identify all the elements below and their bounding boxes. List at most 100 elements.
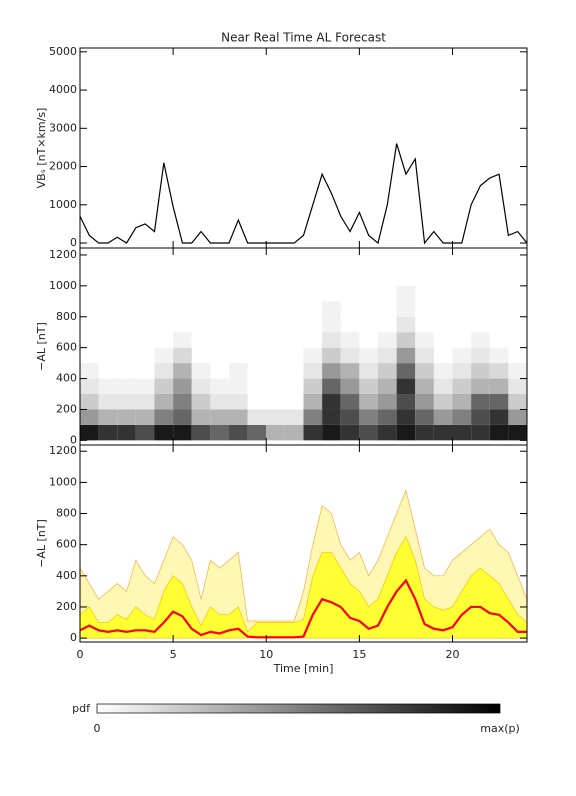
y-axis-label: −AL [nT]	[35, 519, 48, 568]
pdf-cell	[396, 409, 416, 425]
pdf-cell	[471, 409, 490, 425]
pdf-cell	[489, 394, 509, 410]
pdf-cell	[489, 409, 509, 425]
y-tick-label: 600	[56, 538, 77, 551]
pdf-cell	[396, 347, 416, 364]
x-tick-label: 10	[259, 648, 273, 661]
plot-frame	[79, 47, 528, 249]
y-tick-label: 1000	[49, 475, 77, 488]
pdf-cell	[415, 424, 434, 441]
pdf-cell	[303, 409, 323, 425]
pdf-cell	[80, 363, 99, 379]
colorbar-label: pdf	[72, 702, 91, 715]
pdf-cell	[508, 363, 527, 379]
pdf-cell	[322, 424, 341, 441]
pdf-cell	[378, 363, 397, 379]
pdf-cell	[489, 424, 509, 441]
y-tick-label: 5000	[49, 45, 77, 58]
pdf-cell	[80, 424, 99, 441]
pdf-cell	[322, 394, 341, 410]
pdf-cell	[98, 394, 118, 410]
y-tick-label: 200	[56, 402, 77, 415]
pdf-cell	[191, 378, 211, 395]
pdf-cell	[191, 424, 211, 441]
median-line	[79, 578, 527, 639]
pdf-cell	[433, 363, 453, 379]
chart-title: Near Real Time AL Forecast	[221, 31, 386, 45]
pdf-cell	[154, 363, 174, 379]
y-tick-label: 2000	[49, 160, 77, 173]
pdf-cell	[340, 332, 360, 348]
pdf-cell	[135, 394, 155, 410]
pdf-cell	[322, 332, 341, 348]
pdf-cell	[378, 378, 397, 395]
pdf-cell	[191, 363, 211, 379]
pdf-cell	[80, 378, 99, 395]
pdf-cell	[359, 378, 378, 395]
pdf-cell	[303, 394, 323, 410]
colorbar-max: max(p)	[480, 722, 520, 735]
pdf-cell	[247, 409, 267, 425]
pdf-cell	[415, 409, 434, 425]
pdf-cell	[471, 424, 490, 441]
x-tick-label: 5	[170, 648, 177, 661]
data-line	[79, 143, 528, 245]
pdf-cell	[396, 424, 416, 441]
y-tick-label: 0	[70, 631, 77, 644]
pdf-cell	[396, 363, 416, 379]
pdf-cell	[322, 316, 341, 333]
pdf-cell	[284, 424, 304, 441]
pdf-cell	[229, 378, 248, 395]
pdf-cell	[229, 409, 248, 425]
pdf-cell	[173, 424, 192, 441]
pdf-cell	[508, 409, 527, 425]
x-tick-label: 15	[352, 648, 366, 661]
pdf-cell	[322, 363, 341, 379]
y-tick-label: 400	[56, 569, 77, 582]
pdf-cell	[508, 424, 527, 441]
pdf-cell	[117, 394, 136, 410]
pdf-cell	[378, 332, 397, 348]
pdf-cell	[452, 409, 472, 425]
pdf-cell	[80, 394, 99, 410]
y-axis-label: −AL [nT]	[35, 322, 48, 371]
pdf-cell	[322, 347, 341, 364]
pdf-cell	[396, 316, 416, 333]
pdf-cell	[173, 332, 192, 348]
y-tick-label: 1000	[49, 198, 77, 211]
pdf-cell	[191, 409, 211, 425]
pdf-cell	[210, 409, 229, 425]
plot-frame	[79, 444, 528, 643]
pdf-cell	[154, 394, 174, 410]
pdf-cell	[322, 378, 341, 395]
y-tick-label: 800	[56, 507, 77, 520]
pdf-cell	[98, 409, 118, 425]
y-tick-label: 200	[56, 600, 77, 613]
pdf-cell	[266, 409, 285, 425]
pdf-cell	[173, 378, 192, 395]
pdf-cell	[210, 378, 229, 395]
pdf-cell	[340, 347, 360, 364]
pdf-cell	[359, 424, 378, 441]
y-tick-label: 1000	[49, 279, 77, 292]
pdf-cell	[508, 378, 527, 395]
pdf-cell	[98, 424, 118, 441]
pdf-cell	[508, 394, 527, 410]
pdf-cell	[117, 378, 136, 395]
pdf-cell	[98, 378, 118, 395]
pdf-cell	[340, 394, 360, 410]
pdf-cell	[266, 424, 285, 441]
pdf-cell	[154, 378, 174, 395]
pdf-cell	[433, 378, 453, 395]
pdf-cell	[210, 394, 229, 410]
y-tick-label: 1200	[49, 248, 77, 261]
pdf-cell	[340, 424, 360, 441]
colorbar	[96, 703, 501, 714]
pdf-cell	[471, 332, 490, 348]
pdf-cell	[452, 347, 472, 364]
pdf-cell	[173, 347, 192, 364]
pdf-cell	[322, 409, 341, 425]
pdf-cell	[359, 347, 378, 364]
pdf-cell	[117, 409, 136, 425]
pdf-cell	[303, 347, 323, 364]
